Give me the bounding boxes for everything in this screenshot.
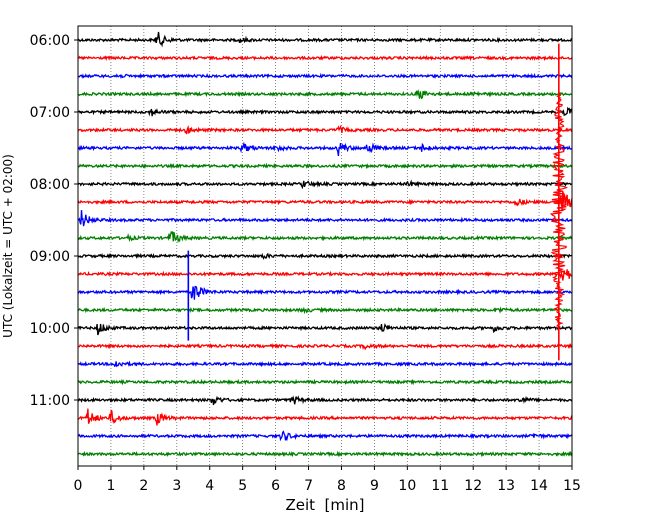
trace-0945: [78, 306, 573, 315]
trace-0615: [77, 54, 573, 62]
x-tick-label-12: 12: [464, 478, 482, 494]
trace-1145: [77, 450, 573, 458]
trace-0600: [77, 31, 572, 48]
x-tick-label-4: 4: [205, 478, 214, 494]
trace-0845: [77, 230, 573, 244]
y-tick-label-1000: 10:00: [30, 321, 70, 337]
x-tick-label-9: 9: [370, 478, 379, 494]
x-tick-label-6: 6: [271, 478, 280, 494]
trace-0630: [77, 72, 573, 80]
trace-0815: [77, 190, 573, 212]
x-tick-label-0: 0: [74, 478, 83, 494]
trace-0745: [77, 162, 572, 170]
trace-0715: [77, 124, 573, 135]
trace-1030: [77, 360, 573, 368]
x-axis-label: Zeit [min]: [285, 496, 364, 514]
event-burst-1: [549, 93, 568, 329]
trace-0800: [77, 179, 573, 190]
trace-1015: [77, 342, 573, 351]
x-tick-label-14: 14: [530, 478, 548, 494]
y-tick-label-1100: 11:00: [30, 393, 70, 409]
x-tick-label-11: 11: [431, 478, 449, 494]
trace-1115: [78, 408, 573, 426]
event-layer: [187, 43, 568, 361]
y-tick-label-0800: 08:00: [30, 177, 70, 193]
x-tick-label-1: 1: [106, 478, 115, 494]
grid-layer: [110, 26, 540, 466]
x-tick-label-7: 7: [304, 478, 313, 494]
x-tick-label-8: 8: [337, 478, 346, 494]
trace-0930: [77, 285, 573, 300]
x-tick-label-15: 15: [563, 478, 581, 494]
trace-0645: [77, 88, 573, 100]
y-tick-label-0700: 07:00: [30, 105, 70, 121]
y-tick-layer: 06:00 07:00 08:00 09:00 10:00 11:00: [30, 33, 78, 409]
y-axis-label: UTC (Lokalzeit = UTC + 02:00): [1, 154, 15, 338]
trace-layer: [77, 31, 573, 458]
trace-1130: [77, 430, 573, 442]
trace-1045: [77, 378, 573, 386]
trace-0830: [77, 210, 573, 227]
plot-frame: [77, 25, 573, 467]
trace-0900: [77, 252, 573, 260]
x-tick-label-2: 2: [139, 478, 148, 494]
x-tick-layer: 0 1 2 3 4 5 6 7 8 9 10 11 12 13 14 15: [74, 466, 581, 494]
x-tick-label-3: 3: [172, 478, 181, 494]
x-tick-label-13: 13: [497, 478, 515, 494]
y-tick-label-0900: 09:00: [30, 249, 70, 265]
trace-0730: [77, 141, 573, 156]
trace-0700: [77, 106, 573, 117]
trace-1000: [77, 322, 573, 336]
x-tick-label-5: 5: [238, 478, 247, 494]
x-tick-label-10: 10: [398, 478, 416, 494]
trace-0915: [77, 269, 573, 281]
y-tick-label-0600: 06:00: [30, 33, 70, 49]
trace-1100: [77, 395, 573, 405]
